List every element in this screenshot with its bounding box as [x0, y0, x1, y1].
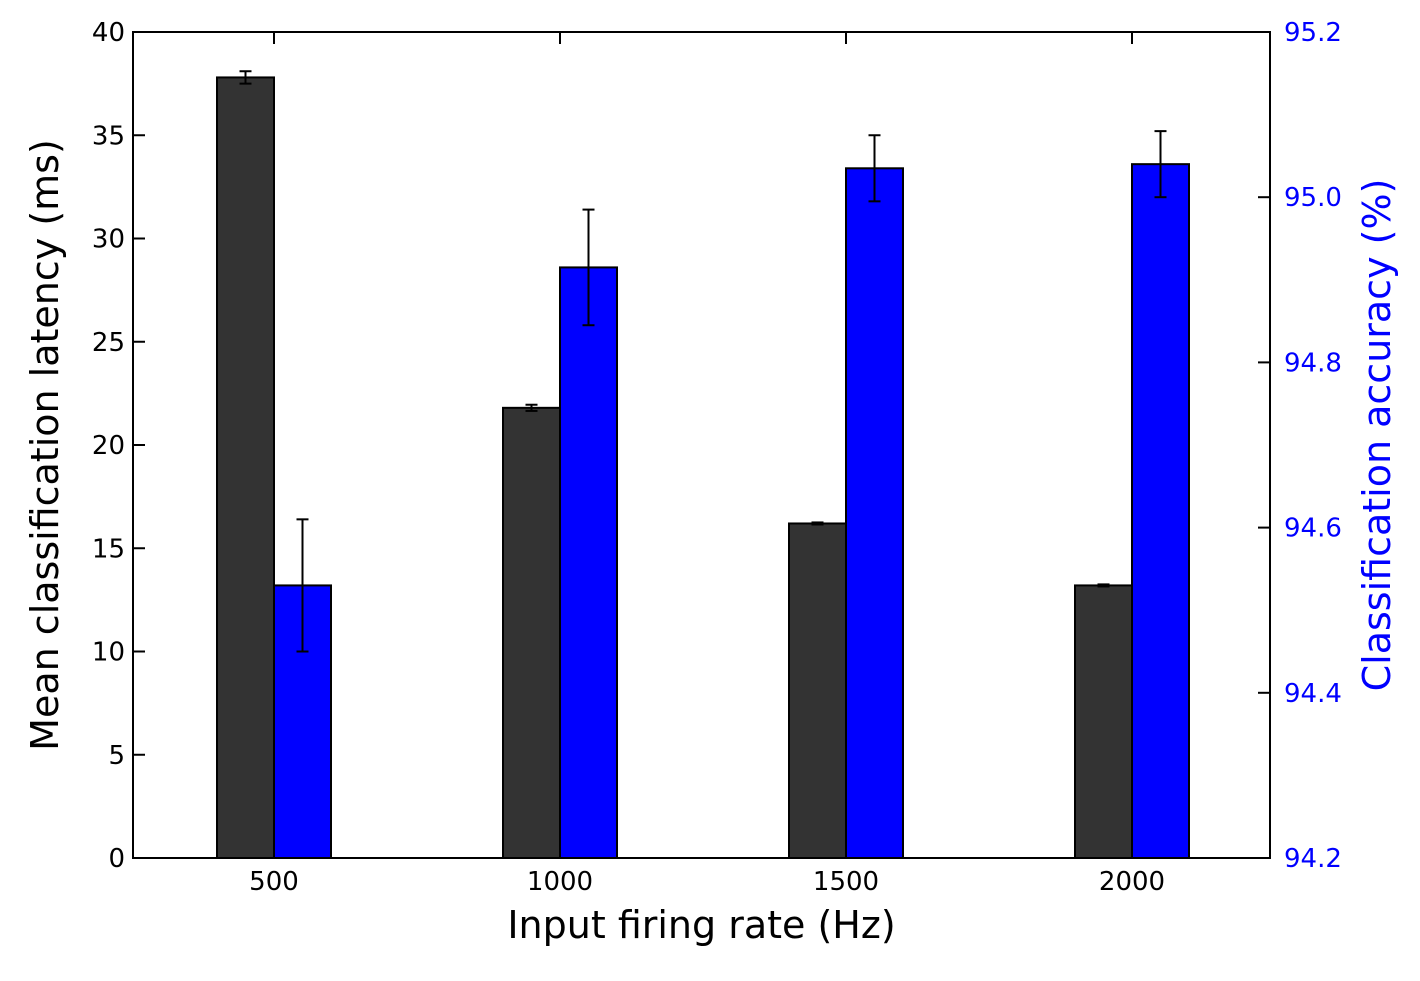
- y-left-tick-label-25: 25: [92, 328, 125, 358]
- y-right-tick-label-94.2: 94.2: [1284, 844, 1342, 874]
- bar-accuracy-1000: [559, 266, 618, 860]
- y-axis-left-label: Mean classification latency (ms): [23, 139, 67, 751]
- y-left-tick-label-30: 30: [92, 225, 125, 255]
- x-tick-label-2000: 2000: [1099, 867, 1165, 897]
- error-bars-layer: [239, 70, 1167, 653]
- y-right-tick-label-94.4: 94.4: [1284, 679, 1342, 709]
- bars-layer: [216, 76, 1190, 860]
- error-bar-accuracy-2000: [1154, 130, 1167, 199]
- y-left-tick-label-15: 15: [92, 534, 125, 564]
- y-left-tick-label-10: 10: [92, 638, 125, 668]
- bar-accuracy-2000: [1131, 163, 1190, 860]
- error-bar-latency-500: [239, 70, 252, 85]
- y-left-tick-label-20: 20: [92, 431, 125, 461]
- bar-latency-500: [216, 76, 275, 860]
- error-bar-latency-1000: [525, 403, 538, 412]
- y-axis-right-label: Classification accuracy (%): [1355, 179, 1399, 692]
- y-left-tick-label-40: 40: [92, 18, 125, 48]
- error-bar-accuracy-500: [296, 518, 309, 653]
- y-right-tick-label-95.0: 95.0: [1284, 183, 1342, 213]
- y-right-tick-label-95.2: 95.2: [1284, 18, 1342, 48]
- y-left-tick-label-35: 35: [92, 121, 125, 151]
- x-axis-label: Input firing rate (Hz): [507, 903, 895, 947]
- bar-latency-1000: [502, 406, 561, 859]
- bar-accuracy-1500: [845, 167, 904, 860]
- ticks-layer: 500 1000 1500 2000 0 5 10 15 20 25 30 35 40 94.2 94.4 9…: [92, 18, 1342, 897]
- y-right-tick-label-94.8: 94.8: [1284, 348, 1342, 378]
- error-bar-accuracy-1500: [868, 134, 881, 203]
- x-tick-label-500: 500: [249, 867, 299, 897]
- y-left-tick-label-5: 5: [108, 741, 125, 771]
- error-bar-accuracy-1000: [582, 208, 595, 327]
- x-tick-label-1500: 1500: [813, 867, 879, 897]
- y-right-tick-label-94.6: 94.6: [1284, 514, 1342, 544]
- x-tick-label-1000: 1000: [527, 867, 593, 897]
- error-bar-latency-1500: [811, 521, 824, 526]
- bar-latency-1500: [788, 522, 847, 859]
- y-left-tick-label-0: 0: [108, 844, 125, 874]
- error-bar-latency-2000: [1097, 583, 1110, 588]
- bar-latency-2000: [1074, 584, 1133, 859]
